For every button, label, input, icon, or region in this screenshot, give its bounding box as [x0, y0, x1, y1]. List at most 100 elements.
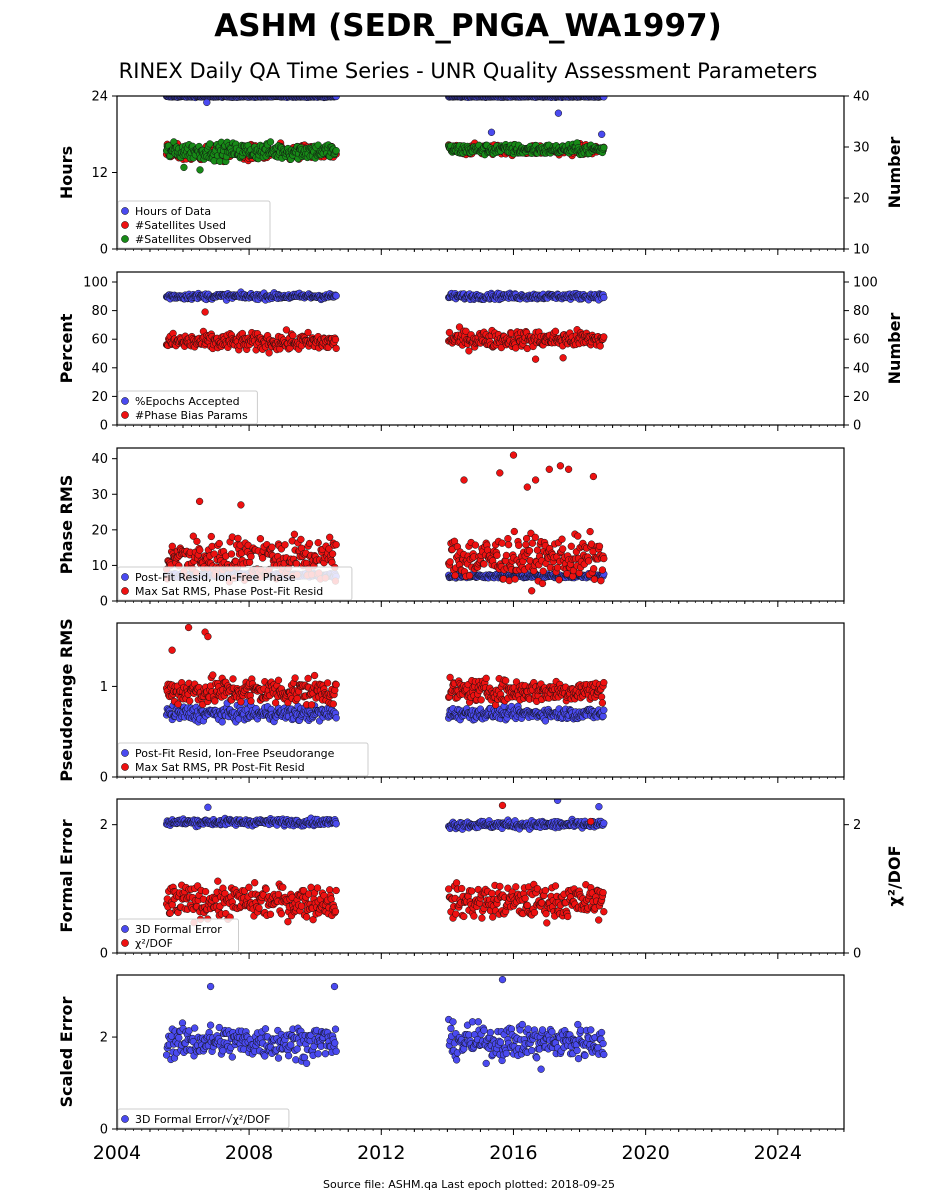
series-4-2 [162, 623, 608, 709]
y-tick-label: 10 [91, 559, 108, 574]
legend: Hours of Data#Satellites Used#Satellites… [117, 200, 271, 249]
data-point [304, 674, 312, 683]
data-point-outlier [598, 130, 606, 138]
data-point [598, 566, 607, 574]
data-point [308, 701, 316, 709]
data-point [600, 706, 608, 714]
y-axis-label: Hours [57, 146, 76, 199]
data-point [237, 698, 245, 706]
data-point [482, 674, 490, 682]
data-point [196, 546, 204, 554]
data-point [265, 349, 273, 357]
data-point [186, 697, 194, 705]
data-point [515, 541, 523, 549]
data-point-outlier [487, 128, 496, 136]
data-point-outlier [556, 462, 565, 470]
data-point [446, 558, 454, 566]
data-point [597, 577, 605, 585]
legend-marker [121, 587, 129, 595]
data-point [538, 579, 547, 588]
data-point [268, 543, 276, 551]
y-tick-label: 20 [91, 523, 108, 538]
y-tick-label: 0 [100, 595, 108, 610]
data-point [207, 532, 215, 541]
data-point [597, 693, 606, 701]
data-point [329, 700, 337, 708]
data-point [323, 679, 332, 687]
data-point [289, 331, 297, 340]
data-point [502, 551, 511, 560]
data-point [590, 565, 598, 573]
data-point-outlier [559, 354, 567, 362]
data-point [451, 571, 459, 580]
legend-label: #Satellites Used [135, 219, 226, 232]
y-tick-label: 24 [91, 90, 108, 105]
y-tick-label: 0 [100, 419, 108, 434]
legend-marker [121, 207, 129, 215]
data-point [462, 327, 470, 335]
data-point [559, 545, 567, 553]
data-point [332, 147, 340, 155]
y-tick-label: 0 [100, 243, 108, 258]
data-point [193, 537, 201, 546]
y-right-tick-label: 10 [853, 243, 870, 258]
data-point [209, 671, 217, 679]
data-point [290, 530, 299, 538]
data-point [599, 712, 607, 720]
data-point [498, 539, 506, 547]
panel-1-points [162, 96, 608, 174]
data-point [274, 676, 283, 684]
data-point [215, 539, 223, 548]
legend-marker [121, 573, 129, 581]
y-right-tick-label: 80 [853, 304, 870, 319]
y-axis-right-label: Number [885, 137, 904, 209]
data-point-outlier [184, 623, 193, 632]
panel-4-points [162, 623, 608, 726]
data-point [328, 550, 337, 558]
legend-label: Max Sat RMS, PR Post-Fit Resid [135, 761, 305, 774]
data-point [553, 564, 562, 572]
data-point [584, 557, 593, 565]
data-point [477, 696, 485, 704]
series-5-1 [162, 799, 608, 833]
data-point [305, 539, 314, 548]
data-point [282, 326, 291, 334]
legend-marker [121, 749, 129, 757]
legend-label: Post-Fit Resid, Ion-Free Pseudorange [135, 747, 335, 760]
legend-label: Max Sat RMS, Phase Post-Fit Resid [135, 585, 323, 598]
y-tick-label: 20 [91, 390, 108, 405]
data-point [493, 551, 501, 559]
legend-label: #Phase Bias Params [135, 409, 248, 422]
data-point [551, 327, 560, 335]
y-tick-label: 100 [83, 276, 108, 291]
data-point-outlier [168, 646, 176, 654]
data-point [281, 541, 289, 549]
data-point-outlier [201, 308, 209, 316]
data-point [533, 546, 542, 554]
panel-5-points [162, 799, 608, 927]
data-point [297, 535, 305, 544]
y-right-tick-label: 40 [853, 90, 870, 105]
data-point-outlier [196, 166, 204, 174]
y-tick-label: 12 [91, 166, 108, 181]
data-point-outlier [589, 472, 598, 481]
data-point [293, 694, 301, 703]
series-1-1 [162, 96, 608, 138]
data-point [480, 560, 488, 568]
data-point [504, 541, 513, 549]
legend-marker [121, 397, 129, 405]
data-point [465, 571, 474, 580]
data-point-outlier [460, 476, 468, 484]
data-point-outlier [195, 497, 204, 506]
data-point [218, 718, 226, 726]
data-point [332, 541, 340, 549]
data-point [266, 138, 275, 146]
data-point-outlier [564, 465, 573, 473]
legend-box [117, 390, 258, 425]
data-point [555, 576, 563, 584]
data-point [574, 532, 582, 540]
